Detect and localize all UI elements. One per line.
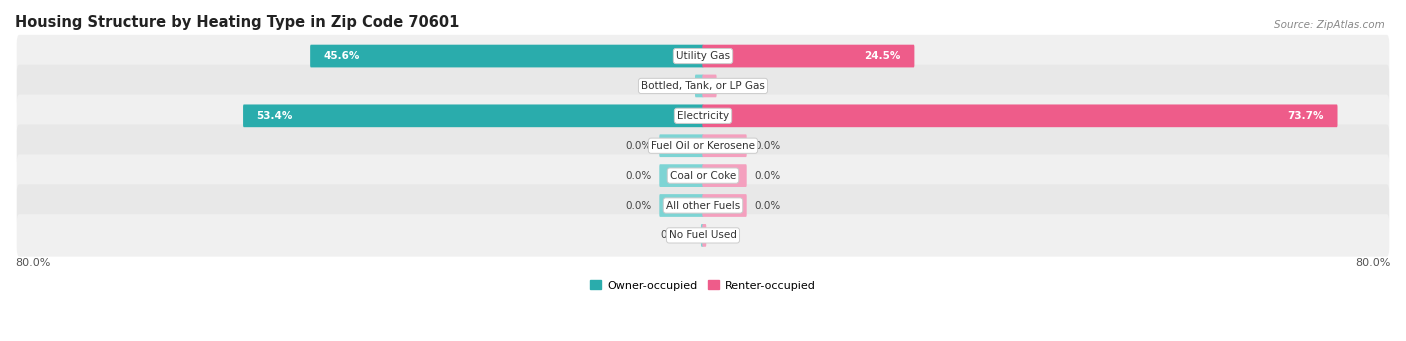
Text: 0.0%: 0.0%: [626, 141, 651, 151]
Text: 53.4%: 53.4%: [257, 111, 292, 121]
FancyBboxPatch shape: [659, 194, 703, 217]
Text: Housing Structure by Heating Type in Zip Code 70601: Housing Structure by Heating Type in Zip…: [15, 15, 460, 30]
Text: 24.5%: 24.5%: [865, 51, 901, 61]
Text: 0.16%: 0.16%: [659, 231, 693, 240]
FancyBboxPatch shape: [659, 164, 703, 187]
FancyBboxPatch shape: [703, 75, 717, 97]
Text: 0.0%: 0.0%: [626, 201, 651, 210]
FancyBboxPatch shape: [659, 134, 703, 157]
FancyBboxPatch shape: [703, 194, 747, 217]
FancyBboxPatch shape: [703, 134, 747, 157]
Text: Fuel Oil or Kerosene: Fuel Oil or Kerosene: [651, 141, 755, 151]
Text: 0.85%: 0.85%: [654, 81, 688, 91]
FancyBboxPatch shape: [311, 45, 703, 68]
Text: 0.0%: 0.0%: [755, 170, 780, 181]
Text: 45.6%: 45.6%: [323, 51, 360, 61]
FancyBboxPatch shape: [17, 214, 1389, 257]
FancyBboxPatch shape: [703, 45, 914, 68]
Text: 80.0%: 80.0%: [15, 258, 51, 268]
Text: 0.0%: 0.0%: [626, 170, 651, 181]
Text: No Fuel Used: No Fuel Used: [669, 231, 737, 240]
FancyBboxPatch shape: [695, 75, 703, 97]
Text: 73.7%: 73.7%: [1288, 111, 1324, 121]
Legend: Owner-occupied, Renter-occupied: Owner-occupied, Renter-occupied: [586, 276, 820, 295]
FancyBboxPatch shape: [17, 124, 1389, 167]
FancyBboxPatch shape: [17, 184, 1389, 227]
Text: Coal or Coke: Coal or Coke: [669, 170, 737, 181]
Text: Utility Gas: Utility Gas: [676, 51, 730, 61]
Text: Bottled, Tank, or LP Gas: Bottled, Tank, or LP Gas: [641, 81, 765, 91]
FancyBboxPatch shape: [703, 164, 747, 187]
Text: 80.0%: 80.0%: [1355, 258, 1391, 268]
Text: 1.5%: 1.5%: [724, 81, 751, 91]
Text: 0.0%: 0.0%: [755, 141, 780, 151]
FancyBboxPatch shape: [17, 65, 1389, 107]
Text: 0.0%: 0.0%: [755, 201, 780, 210]
Text: Source: ZipAtlas.com: Source: ZipAtlas.com: [1274, 20, 1385, 30]
FancyBboxPatch shape: [702, 224, 703, 247]
Text: All other Fuels: All other Fuels: [666, 201, 740, 210]
Text: 0.3%: 0.3%: [714, 231, 741, 240]
FancyBboxPatch shape: [17, 94, 1389, 137]
FancyBboxPatch shape: [17, 35, 1389, 77]
Text: Electricity: Electricity: [676, 111, 730, 121]
FancyBboxPatch shape: [703, 224, 706, 247]
FancyBboxPatch shape: [17, 154, 1389, 197]
FancyBboxPatch shape: [243, 104, 703, 127]
FancyBboxPatch shape: [703, 104, 1337, 127]
